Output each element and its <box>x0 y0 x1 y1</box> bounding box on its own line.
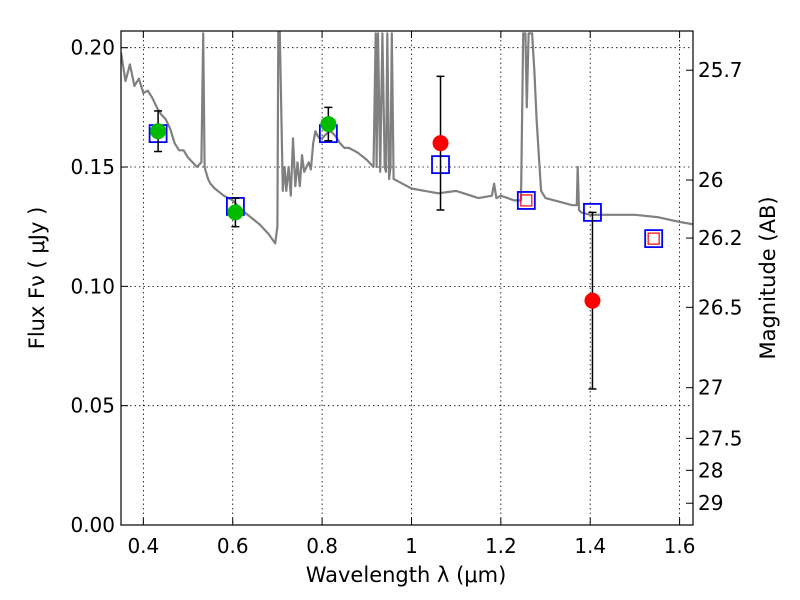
x-tick-label: 1.6 <box>664 534 696 558</box>
x-tick-label: 0.8 <box>306 534 338 558</box>
tick-labels: 0.4 0.6 0.8 1 1.2 1.4 1.6 0.00 0.05 0.10 0.15 0.20 2… <box>70 36 742 558</box>
y2-tick-label: 27 <box>698 376 723 400</box>
y2-tick-label: 26 <box>698 168 723 192</box>
axis-ticks <box>121 31 693 526</box>
green-point-marker <box>320 116 337 133</box>
x-axis-label: Wavelength λ (μm) <box>306 563 507 587</box>
y2-tick-label: 28 <box>698 458 723 482</box>
y-tick-label: 0.15 <box>70 155 115 179</box>
y-tick-label: 0.05 <box>70 394 115 418</box>
limit-square-marker <box>520 194 533 207</box>
data-markers <box>148 75 664 390</box>
x-tick-label: 1 <box>405 534 418 558</box>
red-point-marker <box>432 135 449 152</box>
y-tick-label: 0.20 <box>70 36 115 60</box>
x-tick-label: 1.4 <box>574 534 606 558</box>
y2-tick-label: 27.5 <box>698 426 743 450</box>
x-tick-label: 0.4 <box>127 534 159 558</box>
model-flux-square <box>516 191 536 210</box>
green-point-marker <box>227 204 244 221</box>
y2-tick-label: 25.7 <box>698 58 743 82</box>
y2-tick-label: 26.2 <box>698 226 743 250</box>
y2-tick-label: 26.5 <box>698 295 743 319</box>
y2-axis-label: Magnitude (AB) <box>756 196 780 359</box>
red-point-marker <box>584 292 601 309</box>
model-flux-square <box>644 229 664 249</box>
limit-square-marker <box>647 232 660 245</box>
x-tick-label: 1.2 <box>485 534 517 558</box>
y-tick-label: 0.00 <box>70 513 115 537</box>
y2-tick-label: 29 <box>698 491 723 515</box>
green-point-marker <box>150 123 167 140</box>
x-tick-label: 0.6 <box>217 534 249 558</box>
plot-frame <box>120 30 694 526</box>
y-tick-label: 0.10 <box>70 274 115 298</box>
y-axis-label: Flux Fν ( μJy ) <box>25 207 49 350</box>
